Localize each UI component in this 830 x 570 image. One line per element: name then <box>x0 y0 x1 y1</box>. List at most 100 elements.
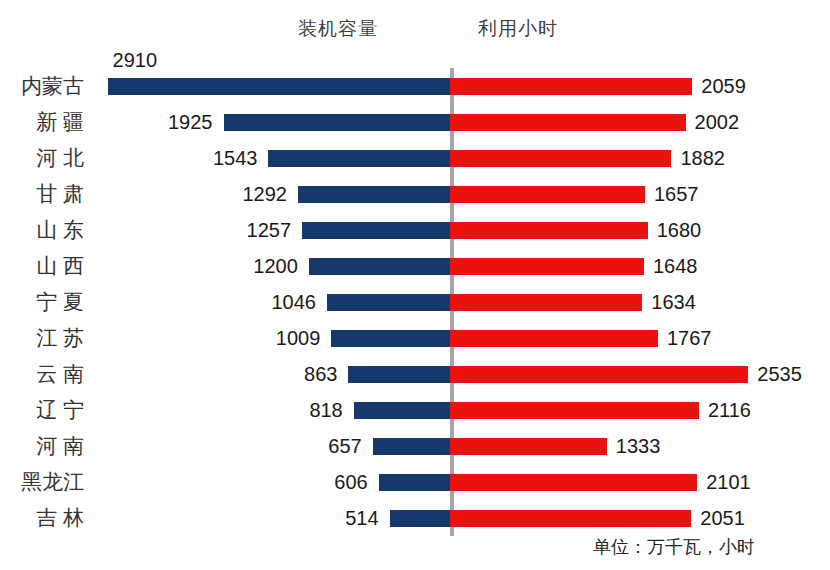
capacity-bar <box>302 222 450 239</box>
capacity-zone: 1257 <box>97 222 450 239</box>
category-label: 云 南 <box>8 360 97 388</box>
hours-bar <box>450 186 645 203</box>
table-row: 河 南 657 1333 <box>8 428 822 464</box>
capacity-zone: 2910 <box>97 78 450 95</box>
legend-hours-label: 利用小时 <box>478 16 558 42</box>
legend-capacity-label: 装机容量 <box>298 16 378 42</box>
capacity-value-label: 1925 <box>168 112 213 132</box>
hours-zone: 1648 <box>450 258 803 275</box>
capacity-value-label: 1257 <box>247 220 292 240</box>
table-row: 山 西 1200 1648 <box>8 248 822 284</box>
hours-zone: 1333 <box>450 438 803 455</box>
hours-zone: 2101 <box>450 474 803 491</box>
hours-zone: 2002 <box>450 114 803 131</box>
hours-bar <box>450 222 648 239</box>
table-row: 宁 夏 1046 1634 <box>8 284 822 320</box>
table-row: 云 南 863 2535 <box>8 356 822 392</box>
table-row: 新 疆 1925 2002 <box>8 104 822 140</box>
hours-bar <box>450 78 692 95</box>
capacity-zone: 606 <box>97 474 450 491</box>
hours-value-label: 1333 <box>616 436 661 456</box>
capacity-value-label: 1009 <box>276 328 321 348</box>
capacity-zone: 1046 <box>97 294 450 311</box>
hours-value-label: 2116 <box>708 400 751 420</box>
capacity-bar <box>354 402 450 419</box>
category-label: 吉 林 <box>8 504 97 532</box>
category-label: 新 疆 <box>8 108 97 136</box>
capacity-bar <box>108 78 450 95</box>
table-row: 黑龙江 606 2101 <box>8 464 822 500</box>
tornado-chart: 装机容量 利用小时 内蒙古29102059新 疆19252002河 北15431… <box>0 0 830 570</box>
capacity-zone: 657 <box>97 438 450 455</box>
hours-zone: 2051 <box>450 510 803 527</box>
hours-value-label: 1634 <box>651 292 696 312</box>
hours-bar <box>450 474 697 491</box>
table-row: 山 东 1257 1680 <box>8 212 822 248</box>
capacity-zone: 1009 <box>97 330 450 347</box>
hours-value-label: 1648 <box>653 256 698 276</box>
capacity-bar <box>373 438 450 455</box>
capacity-zone: 1543 <box>97 150 450 167</box>
category-label: 山 东 <box>8 216 97 244</box>
hours-zone: 1634 <box>450 294 803 311</box>
hours-value-label: 1657 <box>654 184 699 204</box>
category-label: 山 西 <box>8 252 97 280</box>
hours-bar <box>450 150 671 167</box>
hours-zone: 2059 <box>450 78 803 95</box>
capacity-value-label: 657 <box>328 436 361 456</box>
table-row: 内蒙古2910 2059 <box>8 68 822 104</box>
hours-value-label: 2059 <box>701 76 746 96</box>
capacity-zone: 1925 <box>97 114 450 131</box>
capacity-value-label: 514 <box>345 508 378 528</box>
capacity-value-label: 1046 <box>271 292 316 312</box>
hours-zone: 1767 <box>450 330 803 347</box>
hours-zone: 1882 <box>450 150 803 167</box>
hours-value-label: 1680 <box>657 220 702 240</box>
hours-value-label: 2535 <box>757 364 802 384</box>
capacity-zone: 1200 <box>97 258 450 275</box>
table-row: 吉 林 514 2051 <box>8 500 822 536</box>
unit-note: 单位：万千瓦，小时 <box>593 535 755 559</box>
table-row: 辽 宁8182116 <box>8 392 822 428</box>
capacity-value-label: 606 <box>334 472 367 492</box>
hours-bar <box>450 330 658 347</box>
hours-value-label: 1882 <box>680 148 725 168</box>
capacity-bar <box>331 330 450 347</box>
hours-value-label: 1767 <box>667 328 712 348</box>
category-label: 宁 夏 <box>8 288 97 316</box>
capacity-zone: 1292 <box>97 186 450 203</box>
table-row: 江 苏 1009 1767 <box>8 320 822 356</box>
table-row: 甘 肃 1292 1657 <box>8 176 822 212</box>
capacity-bar <box>379 474 450 491</box>
capacity-zone: 514 <box>97 510 450 527</box>
category-label: 河 南 <box>8 432 97 460</box>
hours-bar <box>450 258 644 275</box>
capacity-zone: 818 <box>97 402 450 419</box>
hours-value-label: 2002 <box>695 112 740 132</box>
hours-bar <box>450 510 691 527</box>
hours-value-label: 2051 <box>700 508 745 528</box>
hours-bar <box>450 438 607 455</box>
capacity-value-label: 863 <box>304 364 337 384</box>
capacity-bar <box>268 150 450 167</box>
hours-bar <box>450 366 748 383</box>
category-label: 河 北 <box>8 144 97 172</box>
category-label: 江 苏 <box>8 324 97 352</box>
capacity-value-label: 818 <box>309 400 342 420</box>
category-label: 内蒙古 <box>8 72 97 100</box>
capacity-value-label: 2910 <box>113 50 158 70</box>
capacity-zone: 863 <box>97 366 450 383</box>
rows-container: 内蒙古2910 2059 新 疆 1925 2002 河 北 1543 1882 甘 肃 1292… <box>8 68 822 536</box>
hours-zone: 1657 <box>450 186 803 203</box>
category-label: 黑龙江 <box>8 468 97 496</box>
capacity-value-label: 1292 <box>242 184 287 204</box>
capacity-value-label: 1200 <box>253 256 298 276</box>
hours-zone: 1680 <box>450 222 803 239</box>
hours-zone: 2535 <box>450 366 803 383</box>
capacity-bar <box>298 186 450 203</box>
category-label: 甘 肃 <box>8 180 97 208</box>
capacity-value-label: 1543 <box>213 148 258 168</box>
capacity-bar <box>224 114 451 131</box>
hours-value-label: 2101 <box>706 472 751 492</box>
hours-bar <box>450 114 686 131</box>
